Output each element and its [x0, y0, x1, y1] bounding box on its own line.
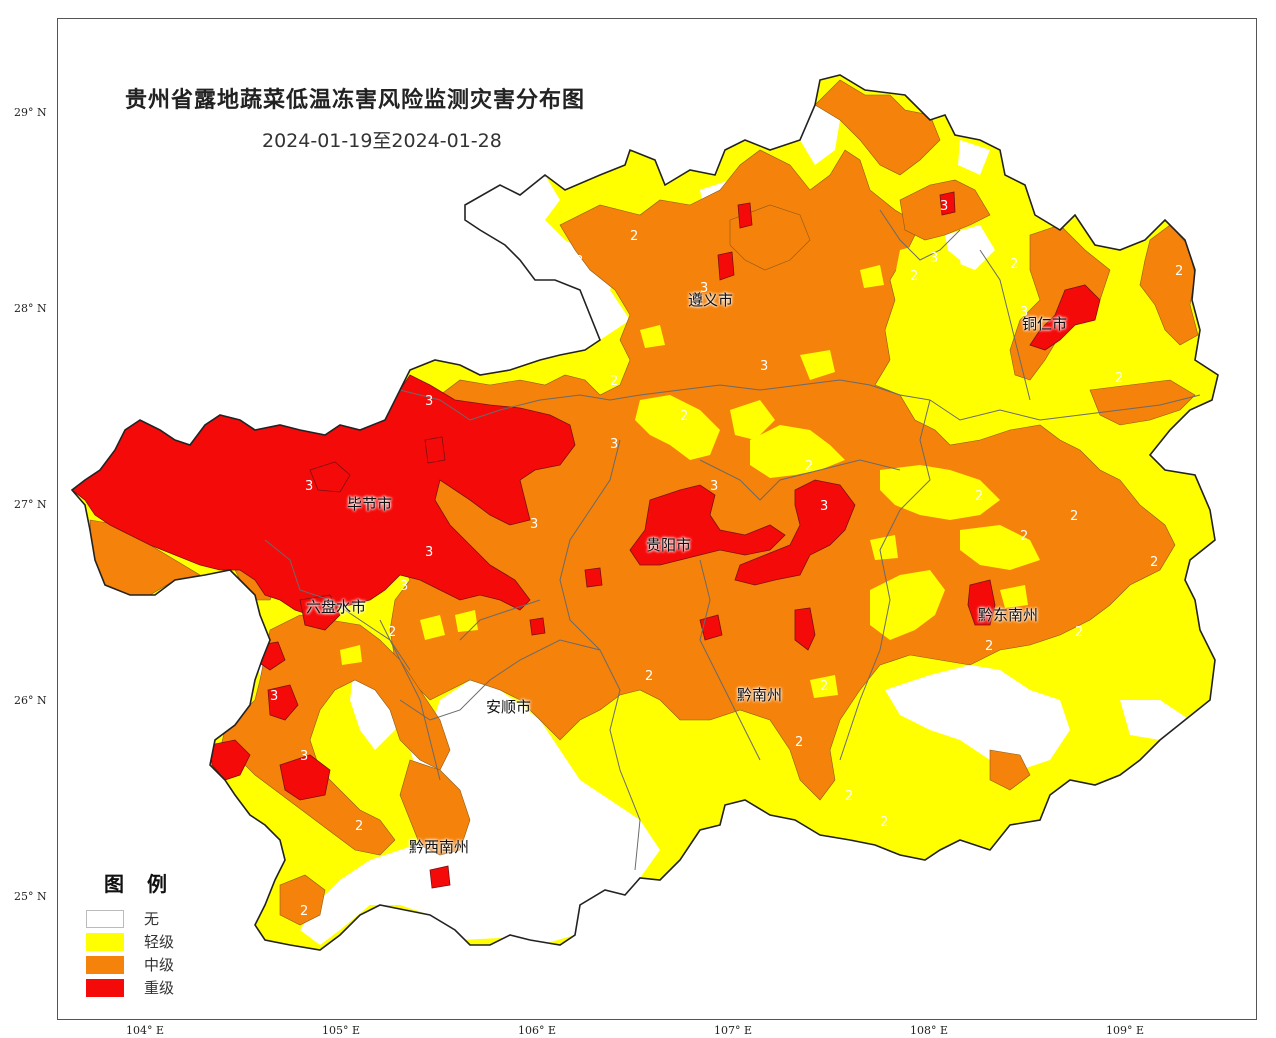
contour-label: 2 — [880, 815, 888, 830]
city-label-qiandongnan: 黔东南州 — [978, 606, 1039, 624]
lat-label: 28° N — [14, 302, 47, 315]
legend-item-medium: 中级 — [86, 953, 175, 976]
lat-label: 27° N — [14, 498, 47, 511]
contour-label: 3 — [760, 359, 768, 374]
map-frame — [57, 18, 1257, 1020]
lon-label: 109° E — [1106, 1024, 1145, 1037]
contour-label: 2 — [388, 625, 396, 640]
contour-label: 3 — [820, 499, 828, 514]
contour-label: 3 — [425, 394, 433, 409]
lon-label: 108° E — [910, 1024, 949, 1037]
contour-label: 2 — [845, 789, 853, 804]
contour-label: 2 — [985, 639, 993, 654]
lat-label: 25° N — [14, 890, 47, 903]
contour-label: 2 — [1175, 264, 1183, 279]
contour-label: 2 — [300, 904, 308, 919]
map-date-range: 2024-01-19至2024-01-28 — [262, 130, 502, 152]
contour-label: 3 — [940, 199, 948, 214]
contour-label: 3 — [530, 517, 538, 532]
contour-label: 2 — [355, 819, 363, 834]
city-label-bijie: 毕节市 — [347, 495, 393, 513]
contour-label: 2 — [910, 269, 918, 284]
map-title: 贵州省露地蔬菜低温冻害风险监测灾害分布图 — [125, 88, 586, 113]
contour-label: 2 — [1150, 555, 1158, 570]
contour-label: 2 — [610, 374, 618, 389]
contour-label: 3 — [575, 254, 583, 269]
legend: 图 例 无 轻级 中级 重级 — [86, 868, 175, 999]
contour-labels: 2 3 3 2 3 3 2 2 2 3 3 3 3 2 3 3 3 3 3 2 — [270, 199, 1183, 919]
city-label-tongren: 铜仁市 — [1022, 315, 1068, 333]
contour-label: 2 — [820, 679, 828, 694]
contour-label: 2 — [805, 459, 813, 474]
contour-label: 3 — [610, 437, 618, 452]
contour-label: 3 — [300, 749, 308, 764]
city-label-qiannan: 黔南州 — [737, 686, 783, 704]
legend-swatch — [86, 978, 124, 997]
contour-label: 3 — [930, 251, 938, 266]
legend-label: 重级 — [144, 979, 175, 997]
city-label-guiyang: 贵阳市 — [646, 536, 692, 554]
contour-label: 3 — [305, 479, 313, 494]
contour-label: 2 — [1010, 257, 1018, 272]
contour-label: 2 — [975, 489, 983, 504]
contour-label: 3 — [700, 281, 708, 296]
legend-label: 无 — [144, 910, 160, 928]
contour-label: 3 — [400, 579, 408, 594]
legend-title: 图 例 — [104, 872, 175, 896]
contour-label: 3 — [710, 479, 718, 494]
light-risk-islands — [340, 240, 1130, 770]
contour-label: 2 — [1075, 625, 1083, 640]
contour-label: 2 — [1020, 529, 1028, 544]
contour-label: 2 — [1115, 371, 1123, 386]
legend-item-none: 无 — [86, 907, 175, 930]
city-label-anshun: 安顺市 — [486, 698, 532, 716]
legend-swatch — [86, 932, 124, 951]
lon-label: 104° E — [126, 1024, 165, 1037]
legend-label: 轻级 — [144, 933, 175, 951]
legend-swatch — [86, 909, 124, 928]
contour-label: 2 — [795, 735, 803, 750]
legend-swatch — [86, 955, 124, 974]
lat-label: 29° N — [14, 106, 47, 119]
city-label-zunyi: 遵义市 — [688, 291, 734, 309]
contour-label: 3 — [425, 545, 433, 560]
lat-label: 26° N — [14, 694, 47, 707]
contour-label: 2 — [680, 409, 688, 424]
city-label-liupanshui: 六盘水市 — [306, 598, 367, 616]
legend-item-light: 轻级 — [86, 930, 175, 953]
lon-label: 107° E — [714, 1024, 753, 1037]
contour-label: 2 — [645, 669, 653, 684]
contour-label: 3 — [270, 689, 278, 704]
city-label-qianxinan: 黔西南州 — [409, 838, 470, 856]
contour-label: 2 — [630, 229, 638, 244]
prefecture-boundaries — [264, 209, 1201, 871]
legend-item-severe: 重级 — [86, 976, 175, 999]
contour-label: 2 — [1070, 509, 1078, 524]
lon-label: 106° E — [518, 1024, 557, 1037]
lon-label: 105° E — [322, 1024, 361, 1037]
legend-label: 中级 — [144, 956, 175, 974]
contour-label: 3 — [1020, 305, 1028, 320]
